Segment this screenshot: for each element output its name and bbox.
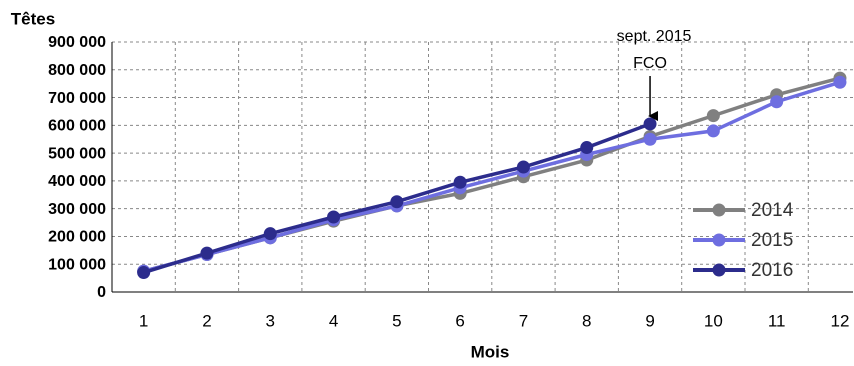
data-point — [453, 175, 467, 189]
x-tick-label: 9 — [645, 311, 654, 330]
data-point — [643, 117, 657, 131]
y-tick-label: 900 000 — [48, 34, 106, 51]
x-tick-label: 6 — [455, 311, 464, 330]
data-point — [516, 160, 530, 174]
annotation: FCO — [633, 55, 667, 72]
annotation: sept. 2015 — [617, 28, 692, 45]
data-point — [643, 132, 657, 146]
y-tick-label: 600 000 — [48, 118, 106, 135]
legend-marker — [712, 263, 726, 277]
data-point — [390, 195, 404, 209]
series-line — [143, 80, 841, 273]
legend-label: 2016 — [751, 260, 793, 281]
y-tick-label: 700 000 — [48, 90, 106, 107]
legend-marker — [712, 233, 726, 247]
legend-label: 2014 — [751, 200, 794, 221]
data-point — [833, 75, 847, 89]
y-tick-label: 200 000 — [48, 229, 106, 246]
data-point — [770, 95, 784, 109]
x-tick-label: 10 — [704, 311, 723, 330]
y-tick-label: 300 000 — [48, 201, 106, 218]
y-tick-label: 500 000 — [48, 145, 106, 162]
data-point — [706, 109, 720, 123]
chart-title: Têtes — [11, 9, 55, 28]
data-point — [200, 246, 214, 260]
x-tick-label: 2 — [202, 311, 211, 330]
x-tick-label: 11 — [768, 311, 786, 330]
legend-marker — [712, 203, 726, 217]
x-tick-label: 3 — [266, 311, 275, 330]
x-tick-label: 1 — [139, 311, 148, 330]
x-tick-label: 7 — [519, 311, 528, 330]
x-tick-label: 5 — [392, 311, 401, 330]
y-tick-label: 400 000 — [48, 173, 106, 190]
data-point — [137, 266, 151, 280]
data-point — [706, 124, 720, 138]
x-tick-label: 4 — [329, 311, 338, 330]
data-point — [263, 227, 277, 241]
y-tick-label: 0 — [97, 284, 106, 301]
data-point — [327, 210, 341, 224]
x-axis-label: Mois — [471, 342, 510, 361]
legend-label: 2015 — [751, 230, 793, 251]
data-point — [580, 141, 594, 155]
y-tick-label: 100 000 — [48, 256, 106, 273]
x-tick-label: 8 — [582, 311, 591, 330]
y-tick-label: 800 000 — [48, 62, 106, 79]
x-tick-label: 12 — [830, 311, 849, 330]
